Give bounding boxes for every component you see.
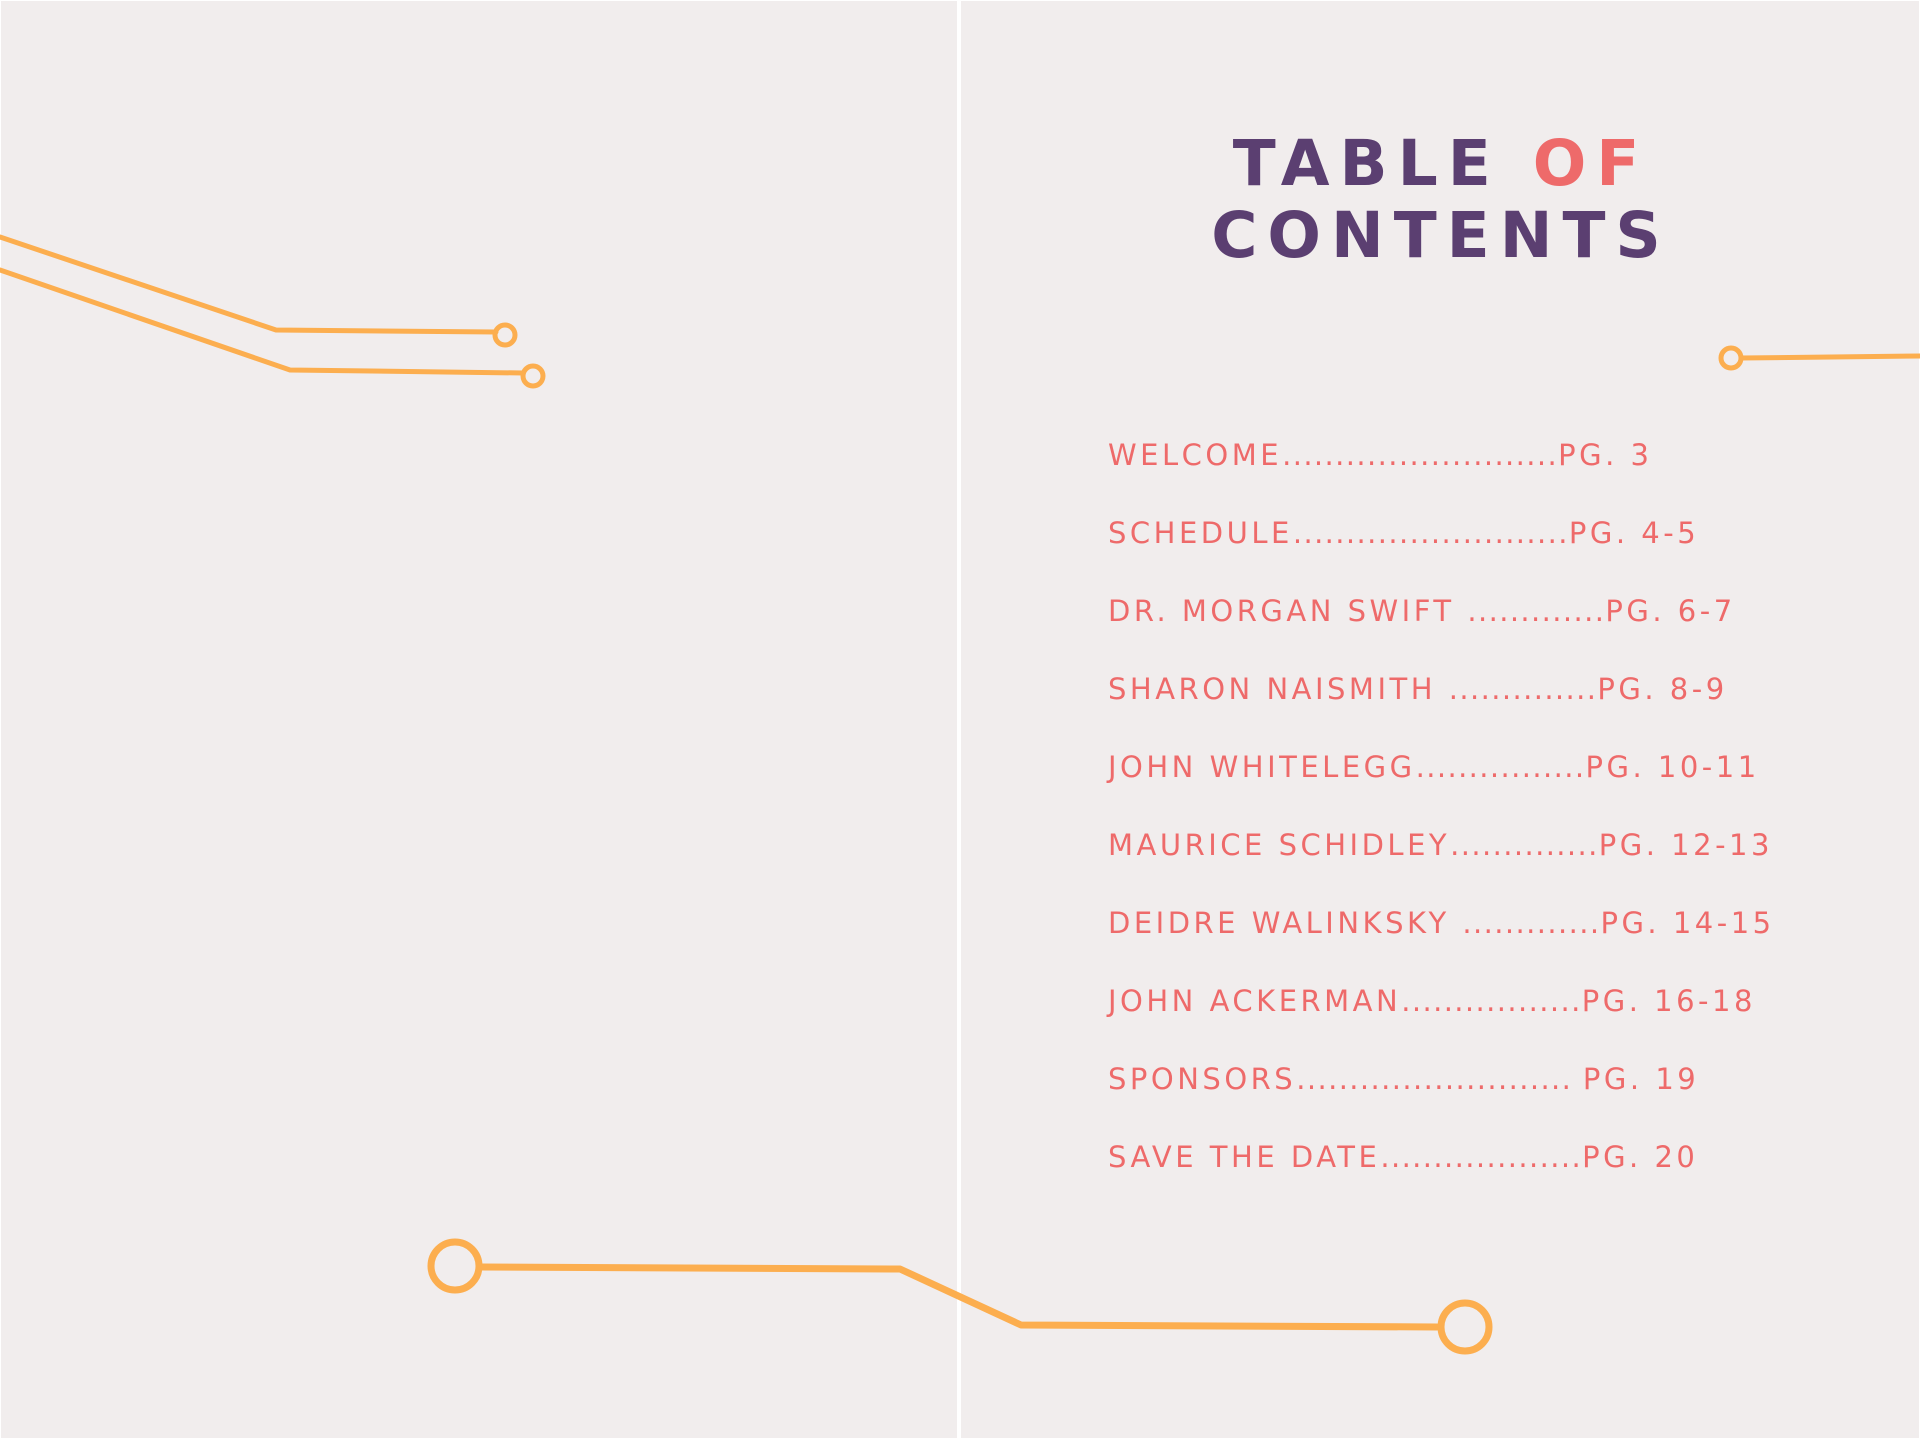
toc-entry-page: PG. 20	[1582, 1140, 1699, 1174]
toc-entry: DEIDRE WALINKSKY ............. PG. 14-15	[1108, 906, 1808, 984]
toc-entry-leader-dots: ..............	[1450, 828, 1599, 862]
title-word-of: OF	[1532, 127, 1650, 200]
toc-entry-label: SCHEDULE	[1108, 516, 1293, 550]
left-page	[1, 1, 958, 1438]
toc-entry-leader-dots: ..........................	[1296, 1062, 1583, 1096]
toc-entry-leader-dots: ..........................	[1292, 516, 1569, 550]
toc-entry-leader-dots: .............	[1467, 594, 1606, 628]
toc-entry-page: PG. 19	[1582, 1062, 1700, 1096]
toc-entry-leader-dots: ...................	[1380, 1140, 1583, 1174]
toc-entry-label: WELCOME	[1108, 438, 1283, 472]
toc-entry-page: PG. 12-13	[1598, 828, 1773, 862]
toc-entry-label: SAVE THE DATE	[1108, 1140, 1381, 1174]
toc-entry: JOHN ACKERMAN................. PG. 16-18	[1108, 984, 1808, 1062]
toc-entry-leader-dots: .............	[1462, 906, 1601, 940]
page-title: TABLE OF CONTENTS	[1196, 128, 1686, 272]
toc-entry-leader-dots: ................	[1415, 750, 1586, 784]
toc-entry-label: DEIDRE WALINKSKY	[1108, 906, 1463, 940]
toc-entry-page: PG. 8-9	[1597, 672, 1728, 706]
toc-entry-page: PG. 6-7	[1605, 594, 1736, 628]
toc-entry-label: DR. MORGAN SWIFT	[1108, 594, 1468, 628]
toc-entry-leader-dots: .................	[1401, 984, 1582, 1018]
toc-entry-label: SHARON NAISMITH	[1108, 672, 1449, 706]
toc-entry: SCHEDULE.......................... PG. 4-…	[1108, 516, 1808, 594]
title-word-table: TABLE	[1232, 127, 1533, 200]
toc-entry-label: JOHN WHITELEGG	[1108, 750, 1416, 784]
title-line-1: TABLE OF	[1196, 128, 1686, 200]
title-line-2: CONTENTS	[1211, 199, 1671, 272]
toc-entry-label: SPONSORS	[1108, 1062, 1297, 1096]
toc-entry-label: JOHN ACKERMAN	[1108, 984, 1402, 1018]
toc-entry-page: PG. 4-5	[1568, 516, 1700, 550]
toc-entry: SPONSORS.......................... PG. 1…	[1108, 1062, 1808, 1140]
toc-entry-page: PG. 10-11	[1585, 750, 1760, 784]
toc-entry-page: PG. 16-18	[1581, 984, 1756, 1018]
table-of-contents: WELCOME.......................... PG. 3 SC…	[1108, 438, 1808, 1218]
toc-entry-leader-dots: ..........................	[1282, 438, 1559, 472]
toc-entry: WELCOME.......................... PG. 3	[1108, 438, 1808, 516]
toc-entry: DR. MORGAN SWIFT ............. PG. 6-7	[1108, 594, 1808, 672]
toc-entry: SHARON NAISMITH .............. PG. 8-9	[1108, 672, 1808, 750]
toc-entry-page: PG. 14-15	[1600, 906, 1775, 940]
toc-entry-leader-dots: ..............	[1448, 672, 1598, 706]
toc-entry-page: PG. 3	[1558, 438, 1653, 472]
toc-entry-label: MAURICE SCHIDLEY	[1108, 828, 1451, 862]
right-page	[961, 1, 1919, 1438]
toc-entry: JOHN WHITELEGG................ PG. 10-11	[1108, 750, 1808, 828]
toc-entry: SAVE THE DATE................... PG. 20	[1108, 1140, 1808, 1218]
toc-entry: MAURICE SCHIDLEY.............. PG. 12-13	[1108, 828, 1808, 906]
